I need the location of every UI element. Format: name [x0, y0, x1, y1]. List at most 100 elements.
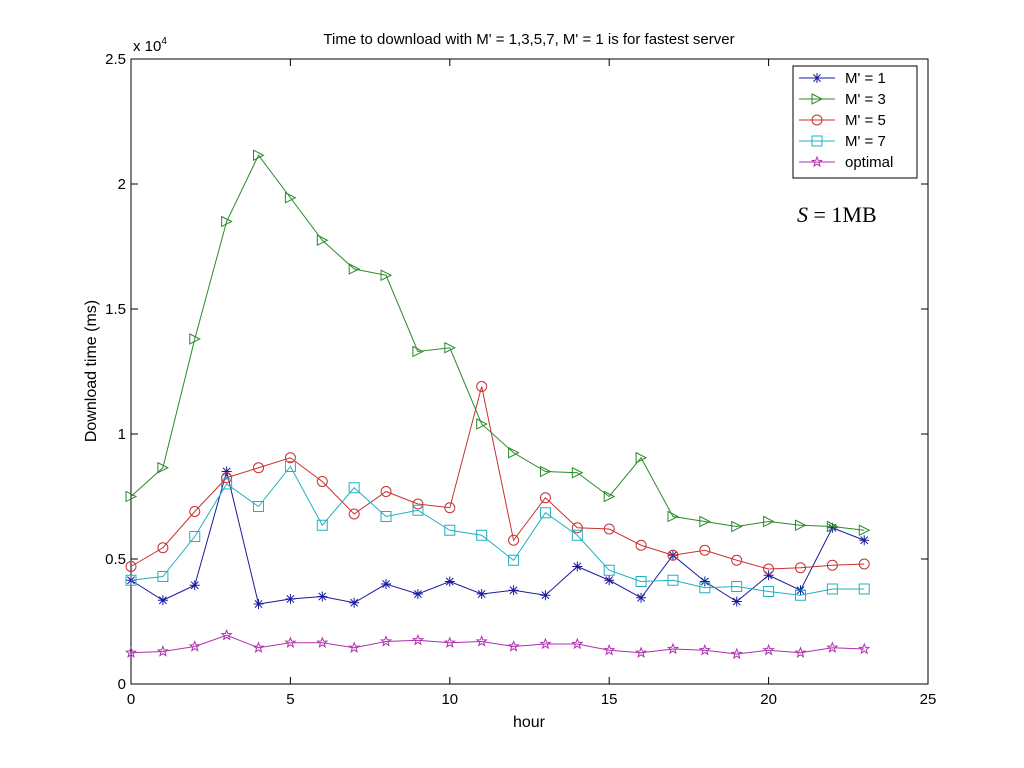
- data-point: [794, 589, 806, 601]
- data-point: [285, 594, 296, 604]
- data-point: [284, 452, 296, 464]
- x-tick-label: 25: [920, 691, 937, 708]
- data-point: [316, 234, 329, 247]
- data-point: [826, 520, 839, 533]
- data-point: [859, 535, 870, 546]
- data-point: [634, 646, 648, 658]
- data-point: [508, 534, 520, 546]
- data-point: [699, 544, 711, 556]
- data-point: [508, 554, 520, 566]
- y-tick-label: 2: [118, 176, 126, 193]
- chart-title: Time to download with M' = 1,3,5,7, M' =…: [323, 31, 734, 48]
- data-point: [476, 381, 488, 392]
- data-point: [380, 511, 392, 522]
- data-point: [603, 523, 615, 535]
- data-point: [858, 642, 871, 655]
- legend-label: M' = 3: [845, 91, 886, 108]
- data-point: [412, 345, 425, 358]
- data-point: [667, 510, 680, 523]
- data-point: [348, 482, 360, 494]
- series-2: [125, 381, 870, 575]
- data-point: [731, 596, 742, 607]
- data-point: [539, 507, 551, 519]
- data-point: [604, 575, 615, 586]
- x-ticks: 0 5 10 15 20 25: [127, 59, 937, 708]
- data-point: [253, 501, 265, 512]
- data-point: [667, 549, 679, 561]
- data-point: [189, 506, 201, 517]
- y-ticks: 0 0.5 1 1.5 2 2.5: [105, 51, 928, 693]
- size-annotation-symbol: S: [797, 202, 808, 227]
- legend-marker: [811, 135, 823, 147]
- data-point: [572, 561, 583, 572]
- size-annotation: S = 1MB: [797, 202, 877, 227]
- data-point: [666, 642, 680, 655]
- data-point: [603, 490, 616, 503]
- legend-marker: [810, 155, 824, 168]
- data-point: [539, 492, 551, 504]
- y-exponent-power: 4: [161, 36, 167, 47]
- series-line: [130, 154, 865, 531]
- data-point: [731, 554, 743, 566]
- y-exponent-base: x 10: [133, 38, 161, 55]
- data-point: [444, 341, 456, 354]
- data-point: [826, 583, 838, 595]
- series-group: [124, 149, 871, 660]
- data-point: [731, 520, 743, 533]
- data-point: [763, 586, 775, 597]
- series-1: [125, 149, 871, 537]
- data-point: [603, 643, 616, 656]
- data-point: [699, 576, 710, 587]
- legend-label: optimal: [845, 154, 893, 171]
- data-point: [476, 589, 487, 599]
- data-point: [636, 592, 647, 603]
- data-point: [698, 643, 711, 656]
- y-axis-label: Download time (ms): [83, 300, 100, 442]
- data-point: [252, 641, 265, 653]
- data-point: [444, 502, 456, 514]
- series-line: [130, 469, 865, 605]
- legend-marker: [812, 73, 822, 83]
- legend-label: M' = 7: [845, 133, 886, 150]
- data-point: [189, 580, 200, 591]
- series-3: [125, 461, 870, 601]
- data-point: [571, 637, 584, 650]
- data-point: [444, 524, 456, 536]
- x-tick-label: 15: [601, 691, 618, 708]
- data-point: [667, 574, 679, 586]
- data-point: [221, 472, 233, 484]
- data-point: [189, 531, 201, 542]
- data-point: [316, 636, 329, 648]
- x-tick-label: 0: [127, 691, 135, 708]
- data-point: [412, 498, 424, 510]
- x-tick-label: 5: [286, 691, 294, 708]
- data-point: [763, 563, 775, 575]
- y-exponent-label: x 104: [133, 36, 167, 55]
- data-point: [157, 571, 169, 582]
- data-point: [411, 633, 425, 646]
- data-point: [157, 595, 168, 606]
- data-point: [730, 647, 743, 660]
- data-point: [348, 641, 361, 653]
- data-point: [157, 461, 169, 474]
- series-4: [124, 628, 871, 660]
- data-point: [858, 558, 870, 570]
- data-point: [826, 559, 838, 571]
- legend-box: [792, 65, 918, 179]
- data-point: [253, 599, 264, 609]
- series-line: [130, 634, 865, 655]
- data-point: [571, 522, 583, 534]
- data-point: [539, 465, 552, 478]
- data-point: [603, 564, 615, 576]
- data-point: [253, 462, 265, 474]
- series-line: [130, 386, 865, 570]
- data-point: [125, 561, 137, 572]
- data-point: [763, 570, 774, 581]
- x-tick-label: 10: [441, 691, 458, 708]
- legend-marker: [811, 93, 824, 105]
- data-point: [317, 591, 328, 602]
- data-point: [444, 576, 455, 587]
- data-point: [858, 524, 871, 537]
- data-point: [156, 645, 169, 657]
